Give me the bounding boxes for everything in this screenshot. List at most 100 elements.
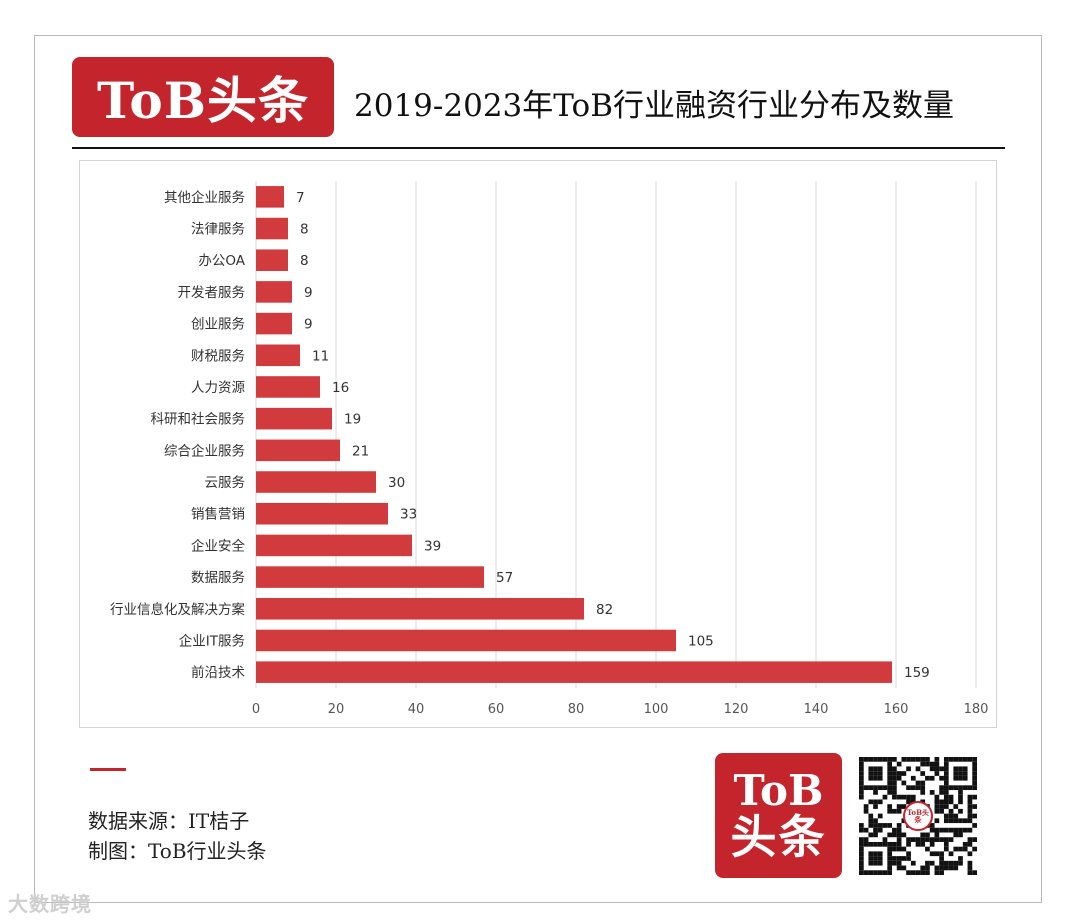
qr-module — [934, 804, 940, 809]
qr-module — [873, 823, 878, 828]
qr-module — [920, 771, 926, 776]
qr-module — [972, 780, 977, 786]
qr-module — [906, 766, 911, 772]
qr-module — [910, 837, 916, 842]
qr-module — [915, 757, 921, 762]
qr-code: ToB头条 — [859, 757, 977, 875]
qr-module — [887, 790, 893, 795]
qr-module — [859, 860, 864, 866]
qr-module — [873, 851, 878, 857]
qr-module — [934, 837, 940, 842]
category-label: 财税服务 — [191, 348, 245, 364]
category-label: 办公OA — [198, 253, 245, 269]
qr-module — [901, 771, 907, 776]
category-label: 行业信息化及解决方案 — [110, 601, 245, 618]
qr-module — [972, 794, 977, 800]
qr-module — [972, 823, 977, 828]
qr-module — [906, 870, 911, 875]
qr-module — [887, 808, 893, 814]
category-label: 前沿技术 — [191, 664, 245, 681]
qr-module — [920, 837, 926, 842]
qr-module — [943, 860, 949, 866]
category-label: 创业服务 — [191, 317, 245, 333]
qr-module — [958, 827, 963, 833]
qr-module — [972, 785, 977, 791]
qr-module — [967, 818, 973, 824]
qr-module — [906, 856, 911, 861]
qr-module — [873, 841, 878, 847]
footer-logo-line1: ToB — [733, 766, 824, 816]
qr-module — [901, 832, 907, 838]
qr-module — [967, 757, 973, 762]
qr-module — [863, 804, 869, 809]
value-label: 19 — [344, 412, 361, 428]
qr-module — [972, 757, 977, 762]
qr-module — [958, 771, 963, 776]
qr-module — [943, 865, 949, 871]
qr-module — [863, 870, 869, 875]
qr-module — [929, 841, 935, 847]
qr-module — [906, 757, 911, 762]
qr-module — [873, 818, 878, 824]
qr-pattern — [859, 757, 977, 875]
bar — [256, 249, 288, 271]
qr-module — [939, 785, 944, 791]
qr-module — [948, 851, 954, 857]
qr-module — [943, 813, 949, 819]
category-label: 法律服务 — [191, 222, 245, 238]
qr-module — [887, 804, 893, 809]
qr-module — [863, 837, 869, 842]
qr-module — [962, 757, 968, 762]
qr-module — [925, 846, 930, 852]
qr-module — [939, 804, 944, 809]
value-label: 8 — [300, 253, 309, 269]
qr-module — [887, 841, 893, 847]
qr-module — [873, 785, 878, 791]
qr-module — [967, 860, 973, 866]
qr-module — [906, 794, 911, 800]
qr-module — [873, 827, 878, 833]
x-tick-label: 140 — [804, 702, 829, 717]
qr-module — [868, 851, 874, 857]
qr-module — [967, 827, 973, 833]
qr-module — [892, 775, 897, 781]
qr-module — [863, 757, 869, 762]
category-label: 企业安全 — [191, 537, 245, 554]
qr-module — [910, 860, 916, 866]
qr-module — [873, 799, 878, 805]
qr-module — [967, 804, 973, 809]
qr-module — [896, 865, 902, 871]
qr-module — [915, 870, 921, 875]
category-label: 开发者服务 — [178, 285, 246, 301]
bar — [256, 281, 292, 303]
qr-module — [939, 775, 944, 781]
credit-line: 制图：ToB行业头条 — [88, 839, 267, 863]
qr-module — [887, 766, 893, 772]
value-label: 16 — [332, 380, 349, 396]
qr-module — [929, 790, 935, 795]
qr-module — [953, 804, 959, 809]
qr-module — [892, 832, 897, 838]
qr-module — [896, 804, 902, 809]
qr-module — [943, 799, 949, 805]
x-tick-label: 0 — [252, 702, 260, 717]
qr-module — [877, 775, 883, 781]
qr-module — [896, 761, 902, 767]
qr-module — [920, 841, 926, 847]
qr-module — [943, 841, 949, 847]
qr-module — [887, 856, 893, 861]
qr-module — [934, 771, 940, 776]
qr-module — [887, 780, 893, 786]
value-label: 11 — [312, 348, 329, 364]
x-tick-label: 20 — [328, 702, 345, 717]
qr-module — [925, 757, 930, 762]
category-label: 企业IT服务 — [179, 632, 245, 649]
watermark: 大数跨境 — [8, 892, 92, 916]
qr-module — [972, 766, 977, 772]
qr-module — [877, 813, 883, 819]
qr-module — [868, 775, 874, 781]
qr-module — [915, 841, 921, 847]
qr-module — [925, 860, 930, 866]
qr-module — [915, 785, 921, 791]
qr-module — [929, 827, 935, 833]
